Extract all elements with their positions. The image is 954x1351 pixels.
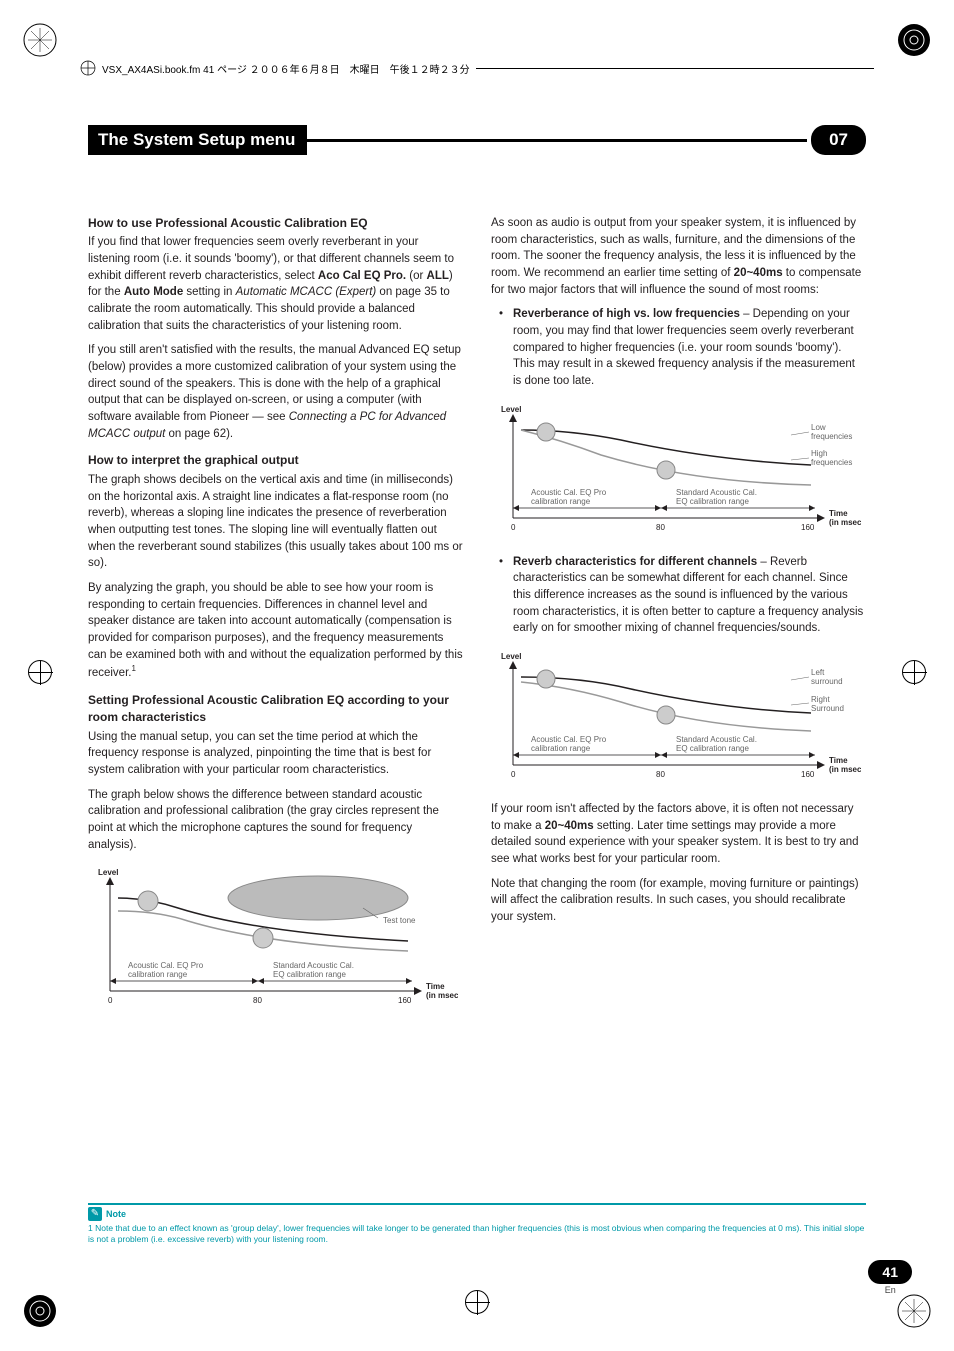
corner-deco-br bbox=[894, 1291, 934, 1331]
t: 20~40ms bbox=[545, 820, 594, 832]
bullet-list-1: Reverberance of high vs. low frequencies… bbox=[491, 306, 866, 389]
page-number: 41 bbox=[868, 1260, 912, 1284]
crop-mark-left bbox=[28, 660, 52, 684]
title-bar: The System Setup menu 07 bbox=[88, 125, 866, 155]
t: Reverb characteristics for different cha… bbox=[513, 556, 757, 568]
left-column: How to use Professional Acoustic Calibra… bbox=[88, 215, 463, 1027]
svg-text:(in msec.): (in msec.) bbox=[426, 991, 458, 1000]
chart-test-tone: Level Time (in msec.) 0 80 160 Test tone bbox=[88, 863, 463, 1013]
page-content: The System Setup menu 07 How to use Prof… bbox=[88, 125, 866, 1251]
heading-setting-eq: Setting Professional Acoustic Calibratio… bbox=[88, 692, 463, 727]
svg-text:calibration range: calibration range bbox=[531, 744, 591, 753]
svg-text:Acoustic Cal. EQ Pro: Acoustic Cal. EQ Pro bbox=[531, 735, 607, 744]
left-p1: If you find that lower frequencies seem … bbox=[88, 234, 463, 334]
svg-text:160: 160 bbox=[398, 996, 412, 1005]
header-filename-row: VSX_AX4ASi.book.fm 41 ページ ２００６年６月８日 木曜日 … bbox=[80, 60, 874, 76]
corner-deco-tr bbox=[894, 20, 934, 60]
svg-text:frequencies: frequencies bbox=[811, 458, 852, 467]
label-level: Level bbox=[98, 868, 118, 877]
svg-text:160: 160 bbox=[801, 523, 815, 532]
svg-text:80: 80 bbox=[253, 996, 262, 1005]
svg-text:Low: Low bbox=[811, 423, 826, 432]
svg-text:High: High bbox=[811, 449, 827, 458]
svg-text:surround: surround bbox=[811, 677, 843, 686]
svg-text:Time: Time bbox=[426, 982, 445, 991]
svg-text:80: 80 bbox=[656, 523, 665, 532]
heading-howto-eq: How to use Professional Acoustic Calibra… bbox=[88, 215, 463, 232]
left-p5: Using the manual setup, you can set the … bbox=[88, 729, 463, 779]
t: on page 62). bbox=[165, 428, 233, 440]
t: Automatic MCACC (Expert) bbox=[236, 286, 377, 298]
corner-deco-bl bbox=[20, 1291, 60, 1331]
corner-deco-tl bbox=[20, 20, 60, 60]
svg-text:160: 160 bbox=[801, 770, 815, 779]
svg-text:(in msec.): (in msec.) bbox=[829, 518, 861, 527]
svg-text:0: 0 bbox=[108, 996, 113, 1005]
header-icon bbox=[80, 60, 96, 76]
left-p3: The graph shows decibels on the vertical… bbox=[88, 472, 463, 572]
left-p6: The graph below shows the difference bet… bbox=[88, 787, 463, 854]
t: 20~40ms bbox=[734, 267, 783, 279]
chapter-title: The System Setup menu bbox=[88, 125, 307, 155]
svg-text:Time: Time bbox=[829, 756, 848, 765]
page-number-region: 41 En bbox=[868, 1260, 912, 1295]
svg-text:EQ calibration range: EQ calibration range bbox=[273, 970, 346, 979]
svg-text:80: 80 bbox=[656, 770, 665, 779]
note-icon: ✎ bbox=[88, 1207, 102, 1221]
svg-text:Time: Time bbox=[829, 509, 848, 518]
heading-interpret: How to interpret the graphical output bbox=[88, 452, 463, 469]
columns: How to use Professional Acoustic Calibra… bbox=[88, 215, 866, 1027]
svg-text:Standard Acoustic Cal.: Standard Acoustic Cal. bbox=[676, 735, 757, 744]
svg-text:Standard Acoustic Cal.: Standard Acoustic Cal. bbox=[676, 488, 757, 497]
crop-mark-bottom bbox=[465, 1290, 489, 1314]
note-head: ✎ Note bbox=[88, 1207, 866, 1221]
t: By analyzing the graph, you should be ab… bbox=[88, 582, 463, 679]
svg-text:Standard Acoustic Cal.: Standard Acoustic Cal. bbox=[273, 961, 354, 970]
note-rule bbox=[88, 1203, 866, 1205]
t: Aco Cal EQ Pro. bbox=[318, 270, 406, 282]
bullet-reverb-chars: Reverb characteristics for different cha… bbox=[503, 554, 866, 637]
page-lang: En bbox=[868, 1285, 912, 1295]
svg-text:Left: Left bbox=[811, 668, 825, 677]
svg-text:EQ calibration range: EQ calibration range bbox=[676, 497, 749, 506]
chart-freq: Level Time (in msec.) 0 80 160 bbox=[491, 400, 866, 540]
svg-text:Acoustic Cal. EQ Pro: Acoustic Cal. EQ Pro bbox=[531, 488, 607, 497]
t: setting in bbox=[183, 286, 235, 298]
svg-text:Level: Level bbox=[501, 405, 521, 414]
right-p1: As soon as audio is output from your spe… bbox=[491, 215, 866, 298]
note-label: Note bbox=[106, 1209, 126, 1219]
svg-text:(in msec.): (in msec.) bbox=[829, 765, 861, 774]
header-rule bbox=[476, 68, 874, 69]
left-p4: By analyzing the graph, you should be ab… bbox=[88, 580, 463, 682]
svg-text:Surround: Surround bbox=[811, 704, 844, 713]
right-p3: Note that changing the room (for example… bbox=[491, 876, 866, 926]
t: Auto Mode bbox=[124, 286, 183, 298]
chart-surround: Level Time (in msec.) 0 80 160 bbox=[491, 647, 866, 787]
svg-text:Test tone: Test tone bbox=[383, 916, 416, 925]
header-filename: VSX_AX4ASi.book.fm 41 ページ ２００６年６月８日 木曜日 … bbox=[102, 61, 470, 76]
svg-text:EQ calibration range: EQ calibration range bbox=[676, 744, 749, 753]
chapter-number: 07 bbox=[811, 125, 866, 155]
svg-text:calibration range: calibration range bbox=[531, 497, 591, 506]
note-box: ✎ Note 1 Note that due to an effect know… bbox=[88, 1203, 866, 1245]
bullet-list-2: Reverb characteristics for different cha… bbox=[491, 554, 866, 637]
svg-text:Acoustic Cal. EQ Pro: Acoustic Cal. EQ Pro bbox=[128, 961, 204, 970]
t: ALL bbox=[427, 270, 449, 282]
bullet-reverberance: Reverberance of high vs. low frequencies… bbox=[503, 306, 866, 389]
crop-mark-right bbox=[902, 660, 926, 684]
svg-text:calibration range: calibration range bbox=[128, 970, 188, 979]
t: (or bbox=[406, 270, 426, 282]
right-column: As soon as audio is output from your spe… bbox=[491, 215, 866, 1027]
svg-text:0: 0 bbox=[511, 770, 516, 779]
t: Reverberance of high vs. low frequencies bbox=[513, 308, 740, 320]
svg-text:Right: Right bbox=[811, 695, 830, 704]
note-text: 1 Note that due to an effect known as 'g… bbox=[88, 1223, 866, 1245]
left-p2: If you still aren't satisfied with the r… bbox=[88, 342, 463, 442]
svg-text:Level: Level bbox=[501, 652, 521, 661]
title-rule bbox=[307, 139, 807, 142]
svg-text:frequencies: frequencies bbox=[811, 432, 852, 441]
right-p2: If your room isn't affected by the facto… bbox=[491, 801, 866, 868]
svg-text:0: 0 bbox=[511, 523, 516, 532]
